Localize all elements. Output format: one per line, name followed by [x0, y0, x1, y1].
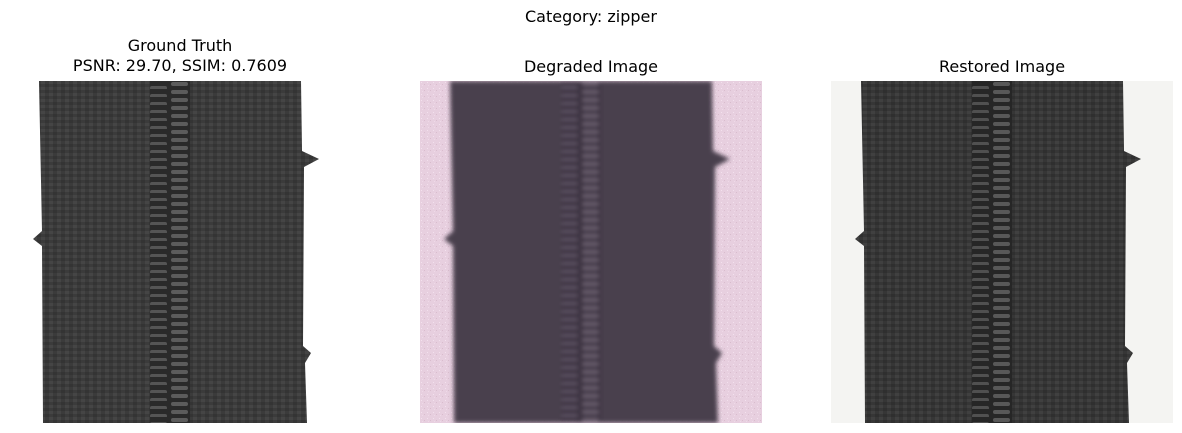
degraded-panel: Degraded Image [420, 0, 762, 433]
degraded-image [420, 81, 762, 423]
figure-title: Category: zipper [525, 7, 657, 26]
restored-panel: Restored Image [831, 0, 1173, 433]
restored-image [831, 81, 1173, 423]
ground-truth-image [9, 81, 351, 423]
metrics-label: PSNR: 29.70, SSIM: 0.7609 [72, 56, 288, 75]
degraded-title: Degraded Image [523, 57, 659, 76]
restored-title: Restored Image [938, 57, 1066, 76]
ground-truth-title-block: Ground Truth PSNR: 29.70, SSIM: 0.7609 [0, 36, 381, 76]
ground-truth-title: Ground Truth [127, 36, 233, 55]
ground-truth-panel: Ground Truth PSNR: 29.70, SSIM: 0.7609 [9, 0, 351, 433]
